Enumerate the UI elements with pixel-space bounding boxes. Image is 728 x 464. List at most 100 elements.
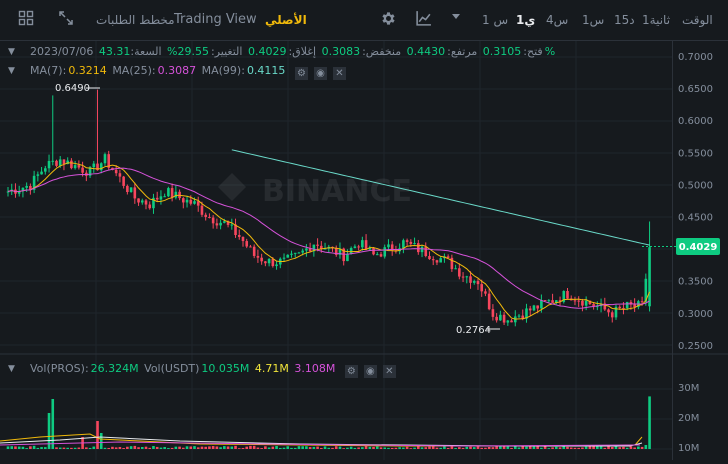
candle-body [308,248,312,252]
candle-body [558,300,562,302]
candle-body [77,165,81,168]
volume-bar [506,446,510,449]
ohlc-collapse-icon[interactable]: ▼ [8,47,15,57]
ma-settings-icon[interactable]: ⚙ [294,67,308,80]
ma99-line [231,149,650,246]
fullscreen-icon[interactable] [58,10,74,30]
volume-bar [21,446,25,449]
volume-bar [260,448,263,449]
candle-body [577,300,580,302]
candle-body [525,308,528,319]
candle-body [364,240,368,250]
candle-body [547,300,551,302]
vol-collapse-icon[interactable]: ▼ [8,364,15,374]
interval-1s[interactable]: 1ثانية [642,13,671,27]
volume-bar [499,446,502,449]
volume-bar [96,421,99,449]
ma-collapse-icon[interactable]: ▼ [8,66,15,76]
volume-bar [446,448,450,449]
indicator-icon[interactable] [415,10,432,30]
volume-bar [569,447,573,449]
price-tick: 0.5500 [678,148,713,159]
candle-body [241,236,245,242]
candle-body [607,309,610,313]
volume-bar [402,447,405,449]
candle-body [148,204,152,209]
candle-body [502,314,506,323]
candle-body [551,300,554,303]
volume-bar [338,446,342,449]
volume-bar [420,447,424,449]
depth-chart-tab[interactable]: مخطط الطلبات [96,13,175,27]
candle-body [47,160,51,169]
volume-bar [36,447,40,449]
volume-bar [614,446,618,449]
interval-4h[interactable]: 4س [546,13,569,27]
candle-body [543,300,547,302]
vol-hide-icon[interactable]: ◉ [363,365,377,378]
volume-bar [107,447,111,449]
volume-bar [346,447,349,449]
volume-bar [528,445,532,449]
volume-bar [472,447,476,449]
candle-body [566,291,569,299]
svg-text:0.2764: 0.2764 [456,325,491,336]
volume-bar [469,446,472,449]
ma-close-icon[interactable]: ✕ [332,67,346,80]
vol-close-icon[interactable]: ✕ [382,365,396,378]
candle-body [532,305,536,311]
tradingview-tab[interactable]: Trading View [174,12,257,27]
volume-bar [540,447,543,449]
volume-bar [111,446,114,449]
candle-body [152,197,155,209]
volume-bar [62,447,66,449]
candle-body [417,243,420,253]
candle-body [614,306,618,318]
chart-canvas[interactable]: BINANCE 0.7000 0.6500 0.6000 0.5500 0.5000 0.… [0,41,728,460]
volume-bar [66,447,69,449]
volume-bar [252,445,256,449]
volume-bar [174,446,178,449]
volume-bar [223,446,226,449]
volume-bar [405,446,409,449]
volume-bar [44,447,47,449]
volume-bar [428,446,431,449]
candle-body [182,198,185,203]
vol-settings-icon[interactable]: ⚙ [344,365,358,378]
volume-bar [390,447,394,449]
volume-bar [555,446,558,449]
kline-chart[interactable]: BINANCE 0.7000 0.6500 0.6000 0.5500 0.5000 0.… [0,41,728,460]
interval-1d[interactable]: 1ي [516,13,536,27]
candle-body [540,300,543,309]
candle-body [361,240,364,248]
volume-bar [51,399,55,449]
ma-hide-icon[interactable]: ◉ [313,67,327,80]
original-tab[interactable]: الأصلي [265,13,307,27]
candle-body [290,253,293,255]
settings-icon[interactable] [380,10,397,30]
volume-bar [137,447,140,449]
interval-15m[interactable]: 15د [614,13,635,27]
candle-body [215,223,219,226]
candle-body [413,243,416,245]
candle-body [338,248,342,255]
volume-bar [286,446,290,449]
candle-body [189,199,193,204]
volume-bar [159,447,163,449]
price-tick: 0.5000 [678,180,713,191]
svg-text:0.6490: 0.6490 [55,83,90,94]
time-label[interactable]: الوقت [682,13,713,27]
candle-body [320,245,323,250]
volume-bar [596,446,599,449]
candle-body [372,247,375,255]
candle-body [465,276,469,278]
interval-1h-alt[interactable]: 1س [582,13,605,27]
volume-tick: 10M [678,443,699,454]
candle-body [230,224,234,226]
candle-body [409,241,413,244]
interval-1h[interactable]: 1 س [482,13,509,27]
candle-body [211,217,215,224]
layout-grid-icon[interactable] [18,10,34,30]
chevron-down-icon[interactable] [450,10,462,30]
candle-body [484,291,487,294]
